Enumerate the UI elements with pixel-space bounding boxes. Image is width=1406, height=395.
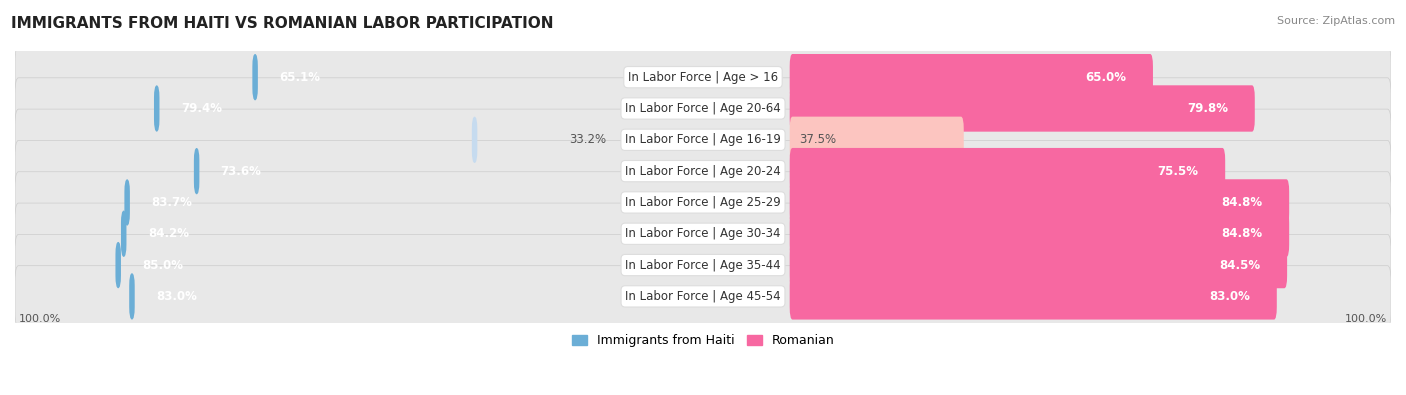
Text: Source: ZipAtlas.com: Source: ZipAtlas.com — [1277, 16, 1395, 26]
FancyBboxPatch shape — [115, 242, 121, 288]
Text: In Labor Force | Age 20-64: In Labor Force | Age 20-64 — [626, 102, 780, 115]
FancyBboxPatch shape — [15, 266, 1391, 327]
FancyBboxPatch shape — [15, 234, 1391, 296]
FancyBboxPatch shape — [790, 242, 1286, 288]
FancyBboxPatch shape — [790, 211, 1289, 257]
Text: 84.2%: 84.2% — [148, 227, 188, 240]
FancyBboxPatch shape — [155, 85, 159, 132]
Text: 79.8%: 79.8% — [1187, 102, 1227, 115]
Text: 100.0%: 100.0% — [18, 314, 60, 324]
Text: 83.0%: 83.0% — [1209, 290, 1250, 303]
FancyBboxPatch shape — [124, 179, 129, 226]
Text: 83.7%: 83.7% — [152, 196, 193, 209]
Text: 84.8%: 84.8% — [1222, 227, 1263, 240]
Legend: Immigrants from Haiti, Romanian: Immigrants from Haiti, Romanian — [567, 329, 839, 352]
Text: 75.5%: 75.5% — [1157, 165, 1198, 178]
FancyBboxPatch shape — [129, 273, 135, 320]
FancyBboxPatch shape — [15, 78, 1391, 139]
FancyBboxPatch shape — [15, 47, 1391, 108]
FancyBboxPatch shape — [790, 54, 1153, 100]
Text: 83.0%: 83.0% — [156, 290, 197, 303]
FancyBboxPatch shape — [790, 85, 1254, 132]
Text: In Labor Force | Age 35-44: In Labor Force | Age 35-44 — [626, 259, 780, 272]
Text: IMMIGRANTS FROM HAITI VS ROMANIAN LABOR PARTICIPATION: IMMIGRANTS FROM HAITI VS ROMANIAN LABOR … — [11, 16, 554, 31]
FancyBboxPatch shape — [790, 179, 1289, 226]
Text: In Labor Force | Age 45-54: In Labor Force | Age 45-54 — [626, 290, 780, 303]
FancyBboxPatch shape — [194, 148, 200, 194]
Text: In Labor Force | Age 20-24: In Labor Force | Age 20-24 — [626, 165, 780, 178]
FancyBboxPatch shape — [15, 203, 1391, 264]
Text: In Labor Force | Age 16-19: In Labor Force | Age 16-19 — [626, 133, 780, 146]
Text: 84.8%: 84.8% — [1222, 196, 1263, 209]
Text: In Labor Force | Age > 16: In Labor Force | Age > 16 — [628, 71, 778, 84]
Text: 100.0%: 100.0% — [1346, 314, 1388, 324]
Text: 85.0%: 85.0% — [142, 259, 183, 272]
FancyBboxPatch shape — [790, 273, 1277, 320]
FancyBboxPatch shape — [252, 54, 257, 100]
Text: 79.4%: 79.4% — [181, 102, 222, 115]
FancyBboxPatch shape — [121, 211, 127, 257]
FancyBboxPatch shape — [15, 172, 1391, 233]
FancyBboxPatch shape — [15, 141, 1391, 202]
Text: 84.5%: 84.5% — [1219, 259, 1260, 272]
Text: 37.5%: 37.5% — [800, 133, 837, 146]
Text: In Labor Force | Age 30-34: In Labor Force | Age 30-34 — [626, 227, 780, 240]
Text: 65.1%: 65.1% — [280, 71, 321, 84]
Text: 33.2%: 33.2% — [569, 133, 606, 146]
FancyBboxPatch shape — [790, 148, 1225, 194]
FancyBboxPatch shape — [472, 117, 477, 163]
Text: In Labor Force | Age 25-29: In Labor Force | Age 25-29 — [626, 196, 780, 209]
FancyBboxPatch shape — [15, 109, 1391, 171]
Text: 65.0%: 65.0% — [1085, 71, 1126, 84]
Text: 73.6%: 73.6% — [221, 165, 262, 178]
FancyBboxPatch shape — [790, 117, 963, 163]
